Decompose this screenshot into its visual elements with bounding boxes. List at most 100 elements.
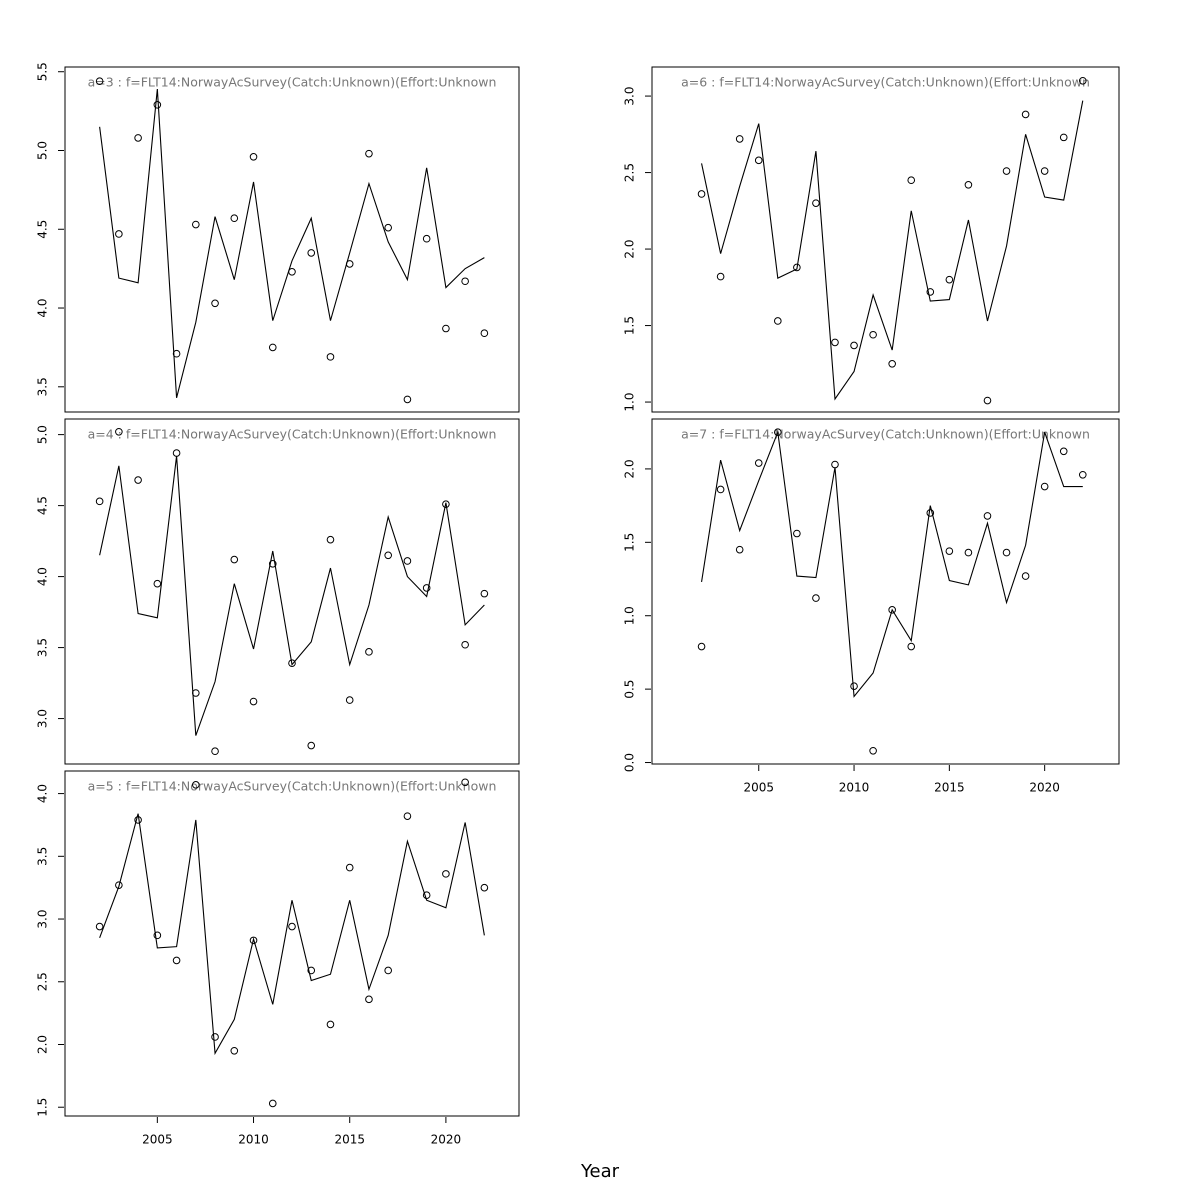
observed-point [793, 263, 801, 272]
observed-point [735, 135, 744, 143]
observed-point [697, 190, 706, 198]
observed-point [754, 156, 763, 165]
observed-point [172, 349, 181, 358]
y-tick-label: 1.0 [623, 606, 637, 625]
observed-point [403, 395, 412, 404]
x-tick-label: 2005 [743, 781, 774, 795]
observed-point [754, 459, 763, 467]
observed-point [945, 547, 954, 555]
plot-frame [651, 418, 1120, 765]
observed-point [268, 343, 277, 352]
y-tick-label: 0.5 [623, 680, 637, 699]
observed-point [716, 272, 725, 281]
y-tick-label: 4.0 [36, 784, 50, 803]
observed-point [461, 640, 469, 649]
observed-point [480, 883, 489, 892]
observed-point [153, 931, 162, 940]
y-tick-label: 1.5 [623, 533, 637, 552]
observed-point [403, 557, 412, 565]
observed-point [326, 535, 335, 544]
x-tick-label: 2020 [431, 1133, 462, 1147]
panel-title: a=5 : f=FLT14:NorwayAcSurvey(Catch:Unkno… [88, 779, 497, 794]
observed-point [384, 223, 392, 232]
y-tick-label: 3.0 [36, 709, 50, 728]
observed-point [697, 642, 706, 651]
fitted-line [701, 100, 1084, 401]
observed-point [461, 778, 469, 787]
fitted-line [99, 88, 485, 398]
observed-point [230, 1046, 239, 1055]
y-tick-label: 1.5 [36, 1098, 50, 1117]
observed-point [230, 214, 239, 223]
observed-point [812, 199, 820, 207]
y-tick-label: 4.5 [36, 496, 50, 515]
x-tick-label: 2015 [334, 1133, 365, 1147]
observed-point [192, 781, 200, 789]
observed-point [95, 77, 104, 85]
fitted-line [99, 455, 485, 736]
observed-point [230, 555, 239, 564]
observed-point [442, 324, 450, 333]
observed-point [115, 881, 123, 889]
y-tick-label: 5.0 [36, 425, 50, 444]
observed-point [1002, 548, 1011, 557]
panel-title: a=6 : f=FLT14:NorwayAcSurvey(Catch:Unkno… [681, 75, 1090, 90]
observed-point [907, 176, 916, 185]
x-tick-label: 2010 [238, 1133, 269, 1147]
y-tick-label: 3.5 [36, 638, 50, 657]
observed-point [831, 460, 839, 469]
y-tick-label: 3.5 [36, 847, 50, 866]
observed-point [1040, 482, 1049, 491]
observed-point [365, 648, 373, 656]
observed-point [945, 275, 954, 284]
y-tick-label: 2.0 [623, 459, 637, 478]
observed-point [403, 812, 412, 820]
observed-point [850, 682, 858, 690]
observed-point [812, 594, 820, 602]
observed-point [134, 134, 142, 142]
observed-point [153, 101, 162, 109]
observed-point [307, 966, 316, 975]
y-tick-label: 4.5 [36, 220, 50, 239]
panel-title: a=4 : f=FLT14:NorwayAcSurvey(Catch:Unkno… [88, 427, 497, 442]
observed-point [1078, 76, 1087, 85]
observed-point [268, 1099, 277, 1108]
observed-point [345, 696, 354, 704]
observed-point [307, 249, 316, 257]
observed-point [422, 234, 431, 243]
observed-point [716, 485, 725, 494]
observed-point [1059, 447, 1068, 456]
observed-point [326, 1020, 335, 1029]
x-tick-label: 2020 [1029, 781, 1060, 795]
observed-point [983, 396, 992, 405]
observed-point [153, 579, 162, 588]
y-tick-label: 2.0 [623, 240, 637, 259]
observed-point [480, 589, 489, 598]
plot-frame [64, 66, 520, 413]
observed-point [831, 338, 839, 347]
observed-point [869, 330, 877, 339]
observed-point [888, 606, 896, 614]
y-tick-label: 4.0 [36, 298, 50, 317]
observed-point [95, 922, 104, 931]
y-tick-label: 2.0 [36, 1035, 50, 1054]
observed-point [1021, 572, 1030, 580]
observed-point [964, 548, 973, 557]
observed-point [461, 277, 469, 286]
observed-point [774, 317, 782, 325]
observed-point [268, 560, 277, 568]
observed-point [442, 870, 450, 878]
plot-frame [651, 66, 1120, 413]
observed-point [249, 697, 258, 706]
observed-point [192, 220, 200, 229]
y-tick-label: 2.5 [36, 972, 50, 991]
observed-point [1021, 110, 1030, 119]
observed-point [907, 642, 916, 651]
observed-point [735, 545, 744, 554]
y-tick-label: 2.5 [623, 163, 637, 182]
observed-point [134, 476, 142, 484]
observed-point [95, 497, 104, 506]
x-tick-label: 2005 [142, 1133, 173, 1147]
plot-frame [64, 770, 520, 1117]
